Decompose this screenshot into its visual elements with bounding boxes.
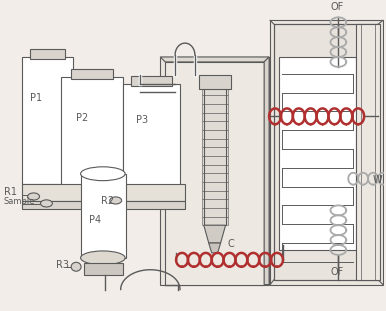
Bar [165, 62, 264, 285]
Text: Sample: Sample [4, 197, 36, 207]
Polygon shape [264, 57, 269, 285]
Ellipse shape [28, 193, 39, 200]
Bar [274, 24, 378, 280]
Bar [202, 165, 227, 173]
Bar [202, 182, 227, 191]
Polygon shape [204, 225, 225, 243]
Bar [202, 173, 227, 182]
Ellipse shape [71, 262, 81, 271]
Bar [204, 87, 225, 225]
Bar [202, 113, 227, 121]
Bar [202, 95, 227, 104]
Ellipse shape [110, 197, 122, 204]
Bar [202, 156, 227, 165]
Bar [202, 191, 227, 199]
Bar [123, 84, 180, 194]
Polygon shape [270, 20, 383, 285]
Ellipse shape [41, 200, 52, 207]
Polygon shape [160, 57, 269, 62]
Bar [22, 183, 185, 202]
Ellipse shape [81, 251, 125, 265]
Bar [130, 76, 172, 86]
Text: OF: OF [330, 267, 344, 277]
Bar [202, 147, 227, 156]
Ellipse shape [81, 167, 125, 181]
Polygon shape [160, 57, 269, 285]
Bar [202, 216, 227, 225]
Bar [356, 24, 380, 280]
Bar [202, 130, 227, 139]
Bar [30, 49, 65, 59]
Text: OF: OF [330, 2, 344, 12]
Bar [202, 139, 227, 147]
Text: C: C [227, 239, 234, 249]
Text: P4: P4 [89, 215, 101, 225]
Bar [22, 202, 185, 209]
Bar [199, 75, 230, 89]
Bar [274, 24, 378, 280]
Text: P3: P3 [137, 115, 149, 125]
Bar [84, 263, 123, 275]
Text: R1: R1 [4, 187, 17, 197]
Bar [202, 199, 227, 208]
Text: W: W [373, 175, 383, 185]
Text: R3: R3 [56, 260, 69, 270]
Bar [71, 69, 113, 79]
Text: P1: P1 [30, 94, 42, 104]
Text: P2: P2 [76, 113, 88, 123]
Bar [202, 87, 227, 95]
Bar [202, 121, 227, 130]
Bar [202, 104, 227, 113]
Bar [22, 57, 73, 183]
Bar [61, 77, 123, 193]
Bar [202, 208, 227, 216]
Polygon shape [209, 243, 221, 253]
Bar [279, 57, 356, 250]
Text: R2: R2 [101, 197, 114, 207]
Bar [81, 174, 125, 258]
